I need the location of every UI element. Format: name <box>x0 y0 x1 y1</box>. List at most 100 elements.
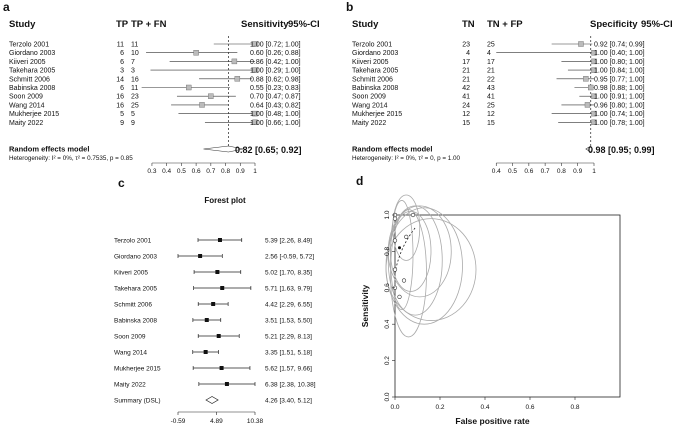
study-point <box>211 302 216 306</box>
study-point <box>392 238 398 243</box>
panel-label-a: a <box>3 0 10 14</box>
study-ci-text: 1.00 [0.40; 1.00] <box>594 50 645 57</box>
study-name: Terzolo 2001 <box>352 42 392 49</box>
x-tick-label: 0.6 <box>525 404 534 411</box>
y-tick-label: 0.8 <box>384 247 391 256</box>
study-confidence-region <box>390 210 432 292</box>
study-ci-text: 5.62 [1.57, 9.66] <box>265 366 312 373</box>
summary-label: Random effects model <box>9 145 89 154</box>
study-point <box>224 382 229 386</box>
plot-frame <box>394 214 621 398</box>
study-events: 21 <box>462 68 470 75</box>
study-point-box <box>591 110 597 117</box>
study-ci-text: 1.00 [0.72; 1.00] <box>250 42 301 49</box>
x-tick-label: 0.8 <box>557 168 566 175</box>
study-ci-text: 0.55 [0.23; 0.83] <box>250 85 301 92</box>
study-name: Kiiveri 2005 <box>9 59 46 66</box>
column-header-total: TN + FP <box>487 19 523 30</box>
study-total: 11 <box>131 85 138 92</box>
study-point-box <box>588 84 594 91</box>
study-name: Takehara 2005 <box>9 68 55 75</box>
study-ci-text: 5.71 [1.63, 9.79] <box>265 286 312 293</box>
x-tick-label: 0.2 <box>435 404 444 411</box>
study-name: Babinska 2008 <box>9 85 55 92</box>
summary-label: Summary (DSL) <box>114 398 161 405</box>
x-tick-label: 0.9 <box>236 168 245 175</box>
study-point <box>219 366 224 370</box>
study-name: Babinska 2008 <box>114 318 157 325</box>
summary-text: 0.82 [0.65; 0.92] <box>235 145 302 155</box>
x-tick-label: 0.9 <box>573 168 582 175</box>
study-confidence-region <box>387 205 452 298</box>
study-ci-text: 0.95 [0.77; 1.00] <box>594 76 645 83</box>
study-name: Wang 2014 <box>114 350 147 357</box>
study-ci-text: 0.60 [0.26; 0.88] <box>250 50 301 57</box>
study-events: 15 <box>462 120 470 127</box>
study-name: Wang 2014 <box>9 102 45 109</box>
study-name: Giordano 2003 <box>352 50 398 57</box>
column-header-ci: 95%-CI <box>288 19 320 30</box>
study-ci-text: 2.56 [-0.59, 5.72] <box>265 254 314 261</box>
summary-point <box>398 246 401 250</box>
x-tick-label: 0.5 <box>508 168 517 175</box>
study-total: 7 <box>131 59 135 66</box>
study-total: 41 <box>487 94 495 101</box>
study-name: Wang 2014 <box>352 102 388 109</box>
study-name: Kiiveri 2005 <box>352 59 389 66</box>
study-point <box>216 334 221 338</box>
study-total: 11 <box>131 42 138 49</box>
study-events: 12 <box>462 111 470 118</box>
column-header-ci: 95%-CI <box>641 19 673 30</box>
study-confidence-region <box>385 218 477 321</box>
study-events: 16 <box>116 102 124 109</box>
study-point-box <box>591 67 597 73</box>
panel-label-d: d <box>356 174 364 188</box>
summary-text: 4.26 [3.40, 5.12] <box>265 398 312 405</box>
study-ci-text: 5.39 [2.26, 8.49] <box>265 238 312 245</box>
study-total: 15 <box>487 120 495 127</box>
column-header-events: TP <box>116 19 129 30</box>
study-point <box>404 234 409 239</box>
study-ci-text: 0.70 [0.47; 0.87] <box>250 94 301 101</box>
study-ci-text: 5.02 [1.70, 8.35] <box>265 270 312 277</box>
study-events: 4 <box>466 50 470 57</box>
study-events: 6 <box>120 50 124 57</box>
study-events: 23 <box>462 42 470 49</box>
y-tick-label: 0.4 <box>384 319 391 328</box>
study-ci-text: 1.00 [0.48; 1.00] <box>250 111 301 118</box>
study-total: 22 <box>487 76 495 83</box>
y-tick-label: 0.6 <box>384 283 391 292</box>
study-name: Maity 2022 <box>9 120 43 127</box>
study-name: Terzolo 2001 <box>114 238 152 245</box>
y-tick-label: 1.0 <box>384 210 391 219</box>
column-header-events: TN <box>462 19 475 30</box>
x-tick-label: 0.4 <box>162 168 171 175</box>
study-confidence-region <box>387 205 443 316</box>
study-name: Kiiveri 2005 <box>114 270 148 277</box>
study-events: 24 <box>462 102 470 109</box>
study-ci-text: 0.92 [0.74; 0.99] <box>594 42 645 49</box>
study-name: Soon 2009 <box>9 94 43 101</box>
study-name: Mukherjee 2015 <box>114 366 161 373</box>
study-events: 3 <box>120 68 124 75</box>
column-header-study: Study <box>352 19 379 30</box>
study-ci-text: 4.42 [2.29, 6.55] <box>265 302 312 309</box>
study-total: 12 <box>487 111 495 118</box>
study-name: Babinska 2008 <box>352 85 398 92</box>
study-point-box <box>578 41 584 47</box>
study-ci-text: 1.00 [0.78; 1.00] <box>594 120 645 127</box>
study-name: Takehara 2005 <box>352 68 398 75</box>
study-events: 11 <box>117 42 124 49</box>
x-tick-label: 0.7 <box>541 168 550 175</box>
x-axis-label: False positive rate <box>455 416 529 426</box>
study-events: 6 <box>120 85 124 92</box>
study-ci-text: 1.00 [0.66; 1.00] <box>250 120 301 127</box>
study-confidence-region <box>390 209 427 338</box>
x-tick-label: 0.5 <box>177 168 186 175</box>
study-total: 17 <box>487 59 495 66</box>
study-name: Soon 2009 <box>114 334 146 341</box>
heterogeneity-text: Heterogeneity: I² = 0%, τ² = 0.7535, p =… <box>9 155 133 162</box>
study-point-box <box>186 84 192 91</box>
study-point-box <box>591 93 597 99</box>
study-events: 14 <box>116 76 124 83</box>
